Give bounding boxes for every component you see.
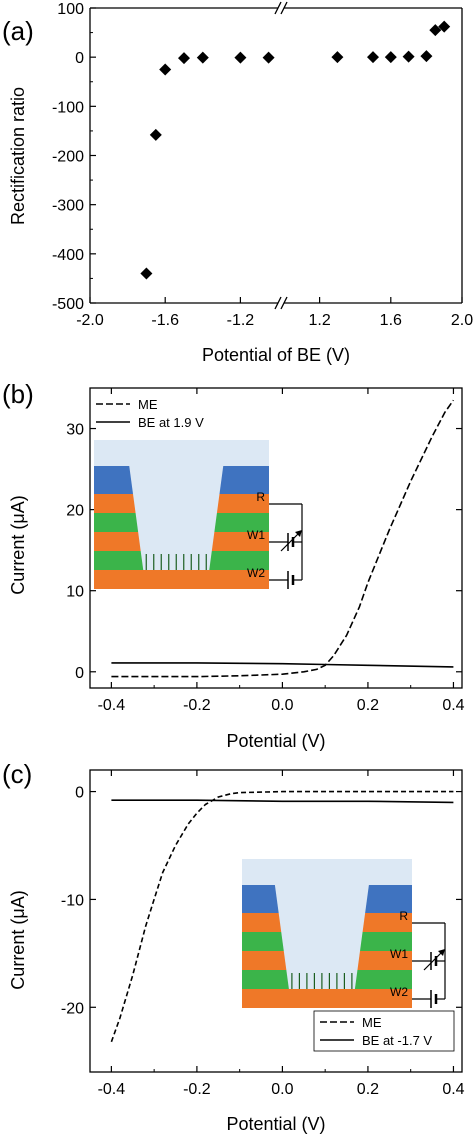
legend-label: BE at 1.9 V <box>138 415 204 430</box>
y-tick-label: 0 <box>75 50 84 67</box>
x-tick-label: 0.2 <box>357 697 379 714</box>
y-tick-label: 20 <box>66 503 84 520</box>
y-axis-label: Rectification ratio <box>8 87 28 225</box>
panel-c: (c) -0.4 -0.2 0.0 0.2 0.4 0 -10 -20 Potential (V)… <box>2 759 465 1134</box>
series-line-me <box>110 790 454 1043</box>
y-tick-label: 0 <box>75 785 84 802</box>
y-tick-label: -10 <box>61 892 84 909</box>
axis-break-mark <box>280 1 288 15</box>
data-point-diamond <box>262 51 275 64</box>
inset-label: W1 <box>390 947 408 961</box>
y-tick-label: -100 <box>52 99 84 116</box>
variable-arrow-icon <box>280 531 301 552</box>
panel-label-a: (a) <box>2 16 34 46</box>
data-point-diamond <box>384 51 397 64</box>
x-tick-label: 0.2 <box>357 1081 379 1098</box>
x-tick-label: 0.0 <box>271 1081 293 1098</box>
data-point-diamond <box>149 128 162 141</box>
axis-break-mark <box>280 296 288 310</box>
y-tick-label: 0 <box>75 665 84 682</box>
y-tick-label: 30 <box>66 422 84 439</box>
data-point-diamond <box>429 24 442 37</box>
legend-box <box>313 1010 455 1052</box>
inset-label: R <box>256 490 265 504</box>
plot-frame <box>89 769 463 1073</box>
data-point-diamond <box>402 50 415 63</box>
variable-arrowhead-icon <box>438 949 445 956</box>
x-tick-label: 0.4 <box>442 697 464 714</box>
y-axis-label: Current (μA) <box>8 890 28 989</box>
x-tick-label: -1.2 <box>227 312 255 329</box>
data-point-diamond <box>234 51 247 64</box>
data-point-diamond <box>420 50 433 63</box>
data-point-diamond <box>438 20 451 33</box>
y-tick-label: 10 <box>66 584 84 601</box>
x-tick-label: -1.6 <box>151 312 179 329</box>
x-tick-label: -0.2 <box>183 1081 211 1098</box>
y-axis-label: Current (μA) <box>8 495 28 594</box>
data-point-diamond <box>178 52 190 65</box>
legend-label: ME <box>138 397 158 412</box>
x-tick-label: 0.0 <box>271 697 293 714</box>
y-tick-label: -20 <box>61 1000 84 1017</box>
legend-label: ME <box>362 1015 382 1030</box>
x-tick-label: -2.0 <box>76 312 104 329</box>
x-axis-label: Potential (V) <box>226 1114 325 1134</box>
inset-label: W2 <box>247 566 265 580</box>
data-point-diamond <box>159 63 172 76</box>
plot-frame <box>89 387 463 689</box>
x-tick-label: -0.4 <box>98 1081 126 1098</box>
data-point-diamond <box>196 51 209 64</box>
y-tick-label: -200 <box>52 149 84 166</box>
inset-channel <box>274 885 369 989</box>
x-axis-label: Potential of BE (V) <box>202 345 350 365</box>
axis-break-mark <box>274 296 282 310</box>
y-tick-label: 100 <box>57 1 84 18</box>
legend-label: BE at -1.7 V <box>362 1033 432 1048</box>
data-point-diamond <box>367 51 379 64</box>
inset-label: W1 <box>247 528 265 542</box>
series-line-me <box>111 399 455 678</box>
series-line-be <box>111 662 454 668</box>
variable-arrow-icon <box>423 950 444 971</box>
inset-label: R <box>399 909 408 923</box>
x-tick-label: 1.2 <box>308 312 330 329</box>
inset-label: W2 <box>390 985 408 999</box>
data-point-diamond <box>140 267 153 280</box>
variable-arrowhead-icon <box>295 530 302 537</box>
x-tick-label: 1.6 <box>380 312 402 329</box>
y-tick-label: -400 <box>52 247 84 264</box>
x-tick-label: -0.2 <box>183 697 211 714</box>
panel-label: (b) <box>2 379 34 409</box>
data-point-diamond <box>331 51 344 64</box>
panel-a: (a) 100 0 -100 -200 -300 -400 -500-2.0 -1.6 -1.2 1… <box>2 1 473 365</box>
axis-break-mark <box>274 1 282 15</box>
inset-layer <box>94 570 269 589</box>
y-tick-label: -300 <box>52 198 84 215</box>
inset-channel <box>129 466 224 570</box>
x-tick-label: 0.4 <box>442 1081 464 1098</box>
inset-channel-top <box>242 859 412 885</box>
x-tick-label: 2.0 <box>451 312 473 329</box>
series-line-be <box>111 799 454 804</box>
inset-channel-top <box>94 440 269 466</box>
x-axis-label: Potential (V) <box>226 731 325 751</box>
inset-layer <box>242 989 412 1008</box>
y-tick-label: -500 <box>52 296 84 313</box>
x-tick-label: -0.4 <box>98 697 126 714</box>
panel-b: (b) -0.4 -0.2 0.0 0.2 0.4 0 10 20 30 Potential (V)… <box>2 379 465 751</box>
panel-label: (c) <box>2 759 32 789</box>
